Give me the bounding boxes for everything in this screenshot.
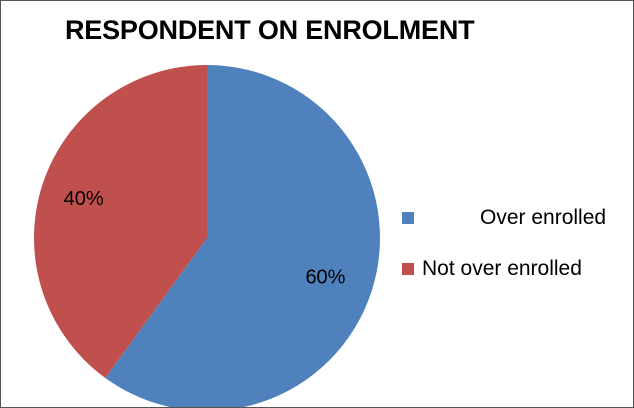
legend-swatch-over-enrolled bbox=[402, 212, 414, 224]
pie-slice-not-over-enrolled bbox=[34, 65, 207, 378]
data-label-over-enrolled: 60% bbox=[305, 266, 345, 288]
legend-swatch-not-over-enrolled bbox=[402, 263, 414, 275]
legend-label-over-enrolled: Over enrolled bbox=[480, 206, 607, 229]
legend-label-not-over-enrolled: Not over enrolled bbox=[422, 257, 582, 280]
pie-slice-over-enrolled bbox=[105, 65, 380, 407]
chart-title: RESPONDENT ON ENROLMENT bbox=[65, 15, 475, 45]
data-label-not-over-enrolled: 40% bbox=[64, 188, 104, 210]
